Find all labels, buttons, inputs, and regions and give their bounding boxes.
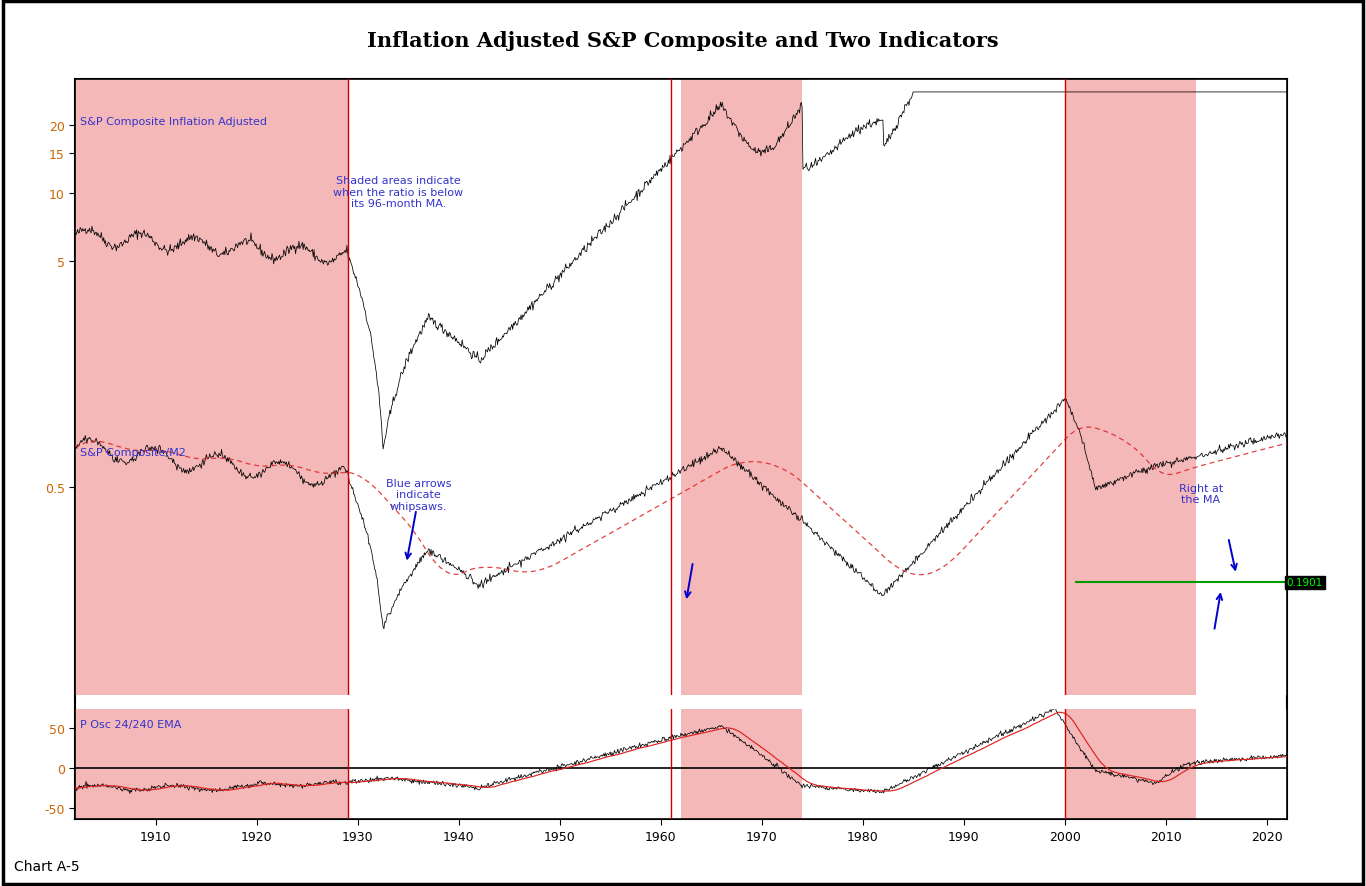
Text: Shaded areas indicate
when the ratio is below
its 96-month MA.: Shaded areas indicate when the ratio is …: [333, 176, 463, 209]
Bar: [1064, 709, 1195, 820]
Text: Blue arrows
indicate
whipsaws.: Blue arrows indicate whipsaws.: [385, 478, 451, 511]
Bar: [1064, 80, 1195, 696]
Text: Right at
the MA: Right at the MA: [1179, 483, 1223, 505]
Bar: [75, 80, 348, 696]
Text: Chart A-5: Chart A-5: [14, 859, 79, 873]
Text: Inflation Adjusted S&P Composite and Two Indicators: Inflation Adjusted S&P Composite and Two…: [367, 31, 999, 51]
Bar: [75, 709, 348, 820]
Text: S&P Composite/M2: S&P Composite/M2: [81, 447, 186, 458]
Text: S&P Composite Inflation Adjusted: S&P Composite Inflation Adjusted: [81, 116, 268, 127]
Text: P Osc 24/240 EMA: P Osc 24/240 EMA: [81, 719, 182, 729]
Bar: [682, 709, 802, 820]
Bar: [682, 80, 802, 696]
Text: 0.1901: 0.1901: [1287, 578, 1324, 587]
